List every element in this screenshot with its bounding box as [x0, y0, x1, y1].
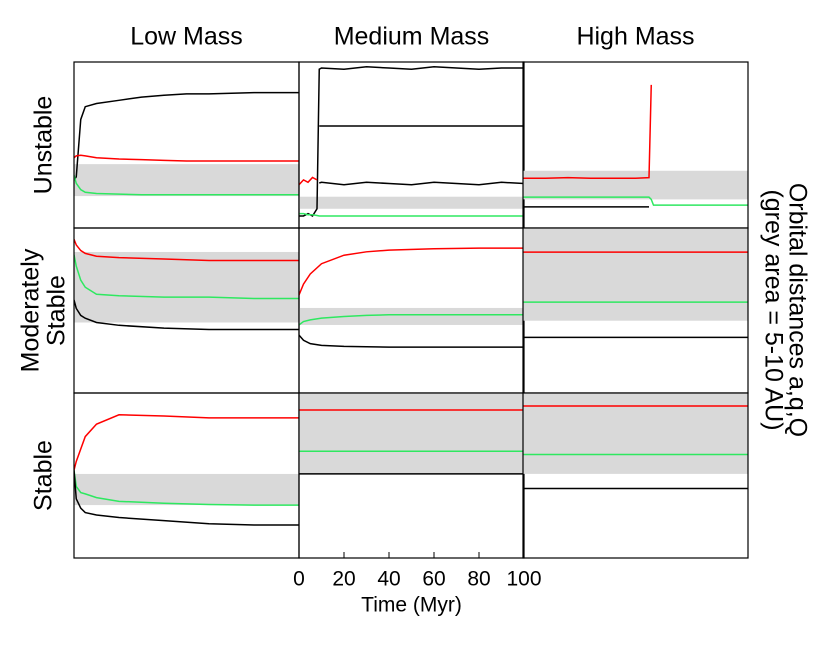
- grey-band: [299, 307, 524, 325]
- series-line: [74, 470, 299, 506]
- column-title: Low Mass: [130, 23, 243, 51]
- series-line: [74, 299, 299, 331]
- x-tick-label: 40: [377, 568, 400, 591]
- series-line: [299, 247, 524, 296]
- grey-band: [299, 196, 524, 209]
- panel: [74, 239, 299, 331]
- x-tick-label: 0: [293, 568, 305, 591]
- series-line: [74, 154, 299, 162]
- panel: [523, 84, 748, 208]
- series-line: [74, 254, 299, 300]
- series-line: [523, 84, 652, 179]
- side-label: Orbital distances a,q,Q: [783, 183, 811, 437]
- panel: [523, 393, 748, 490]
- x-tick-label: 20: [332, 568, 355, 591]
- series-line: [299, 66, 524, 217]
- series-line: [299, 334, 524, 348]
- panel-frame: [522, 61, 749, 229]
- series-line: [74, 174, 299, 196]
- grey-band: [74, 251, 299, 323]
- series-line: [319, 181, 524, 186]
- panel: [299, 393, 524, 475]
- panel-frame: [73, 61, 300, 229]
- x-tick-label: 100: [506, 568, 541, 591]
- series-line: [299, 314, 524, 326]
- row-title: Unstable: [30, 96, 58, 195]
- panel: [74, 414, 299, 526]
- x-axis-label: Time (Myr): [361, 594, 462, 617]
- grey-band: [523, 170, 748, 200]
- x-tick-label: 60: [422, 568, 445, 591]
- series-line: [74, 470, 299, 526]
- grey-band: [74, 473, 299, 506]
- column-title: High Mass: [576, 23, 694, 51]
- panel: [299, 66, 524, 217]
- column-title: Medium Mass: [334, 23, 490, 51]
- row-title: Stable: [30, 440, 58, 511]
- series-line: [74, 414, 299, 471]
- series-line: [74, 239, 299, 262]
- row-title: Moderately: [17, 248, 45, 372]
- series-line: [523, 196, 748, 206]
- grey-band: [74, 164, 299, 197]
- row-title: Stable: [43, 275, 71, 346]
- grey-band: [523, 393, 748, 474]
- grey-band: [299, 393, 524, 474]
- side-label: (grey area = 5-10 AU): [759, 189, 787, 430]
- series-line: [299, 212, 524, 217]
- grey-band: [523, 228, 748, 321]
- panel: [523, 228, 748, 339]
- panel-frame: [522, 392, 749, 559]
- panel-frame: [298, 392, 525, 559]
- x-tick-label: 80: [467, 568, 490, 591]
- series-line: [299, 176, 318, 186]
- series-line: [74, 91, 299, 181]
- panel: [74, 91, 299, 197]
- panel: [299, 247, 524, 348]
